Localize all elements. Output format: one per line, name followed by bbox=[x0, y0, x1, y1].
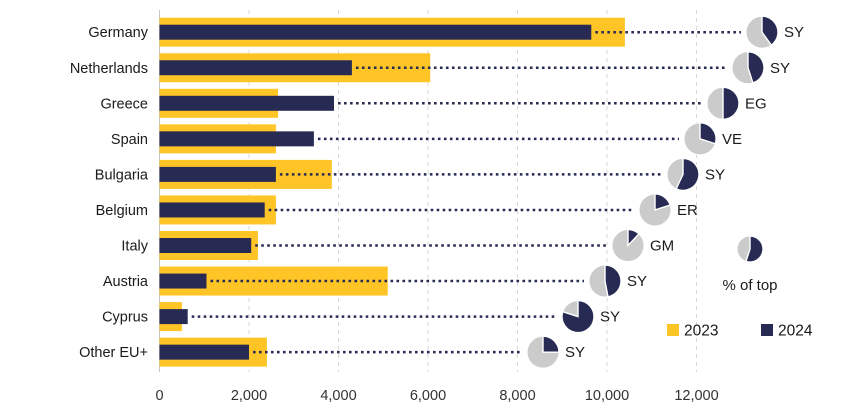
pie-wedge-netherlands bbox=[747, 51, 765, 84]
category-label-bulgaria: Bulgaria bbox=[95, 167, 149, 183]
pie-wedge-cyprus bbox=[561, 299, 595, 334]
category-label-greece: Greece bbox=[100, 96, 148, 112]
x-tick-label: 2,000 bbox=[231, 388, 267, 404]
bar-2024-germany bbox=[159, 24, 592, 40]
category-label-austria: Austria bbox=[103, 274, 149, 290]
pie-label-cyprus: SY bbox=[600, 309, 620, 326]
pie-wedge-note bbox=[745, 235, 764, 263]
category-label-other-eu-: Other EU+ bbox=[79, 345, 148, 361]
pie-label-other-eu-: SY bbox=[565, 344, 585, 361]
bar-2024-austria bbox=[159, 273, 207, 289]
pie-wedge-austria bbox=[604, 264, 622, 298]
x-tick-label: 12,000 bbox=[674, 388, 718, 404]
x-tick-label: 6,000 bbox=[410, 388, 446, 404]
pie-wedge-other-eu- bbox=[542, 335, 560, 353]
pie-label-bulgaria: SY bbox=[705, 166, 725, 183]
pie-wedge-germany bbox=[761, 15, 779, 47]
pie-label-italy: GM bbox=[650, 238, 674, 255]
bar-2024-spain bbox=[159, 131, 314, 147]
category-label-germany: Germany bbox=[88, 25, 148, 41]
legend-swatch-2024 bbox=[761, 324, 773, 336]
bar-2024-other-eu- bbox=[159, 344, 249, 360]
category-label-italy: Italy bbox=[121, 239, 148, 255]
category-label-cyprus: Cyprus bbox=[102, 310, 148, 326]
x-tick-label: 8,000 bbox=[499, 388, 535, 404]
pie-wedge-italy bbox=[627, 228, 640, 248]
pie-label-netherlands: SY bbox=[770, 60, 790, 77]
pie-wedge-greece bbox=[722, 86, 740, 121]
pie-label-greece: EG bbox=[745, 95, 767, 112]
x-tick-label: 4,000 bbox=[320, 388, 356, 404]
category-label-spain: Spain bbox=[111, 132, 148, 148]
bar-2024-bulgaria bbox=[159, 166, 276, 182]
x-tick-label: 0 bbox=[155, 388, 163, 404]
category-label-belgium: Belgium bbox=[96, 203, 148, 219]
bar-2024-italy bbox=[159, 238, 252, 253]
category-label-netherlands: Netherlands bbox=[70, 61, 148, 77]
pie-wedge-belgium bbox=[654, 193, 672, 211]
legend-swatch-2023 bbox=[667, 324, 679, 336]
bar-2024-cyprus bbox=[159, 309, 188, 325]
legend-label-2023: 2023 bbox=[684, 323, 718, 340]
legend-label-2024: 2024 bbox=[778, 323, 813, 340]
pie-note-label: % of top bbox=[722, 277, 777, 294]
pie-label-austria: SY bbox=[627, 273, 647, 290]
pie-label-spain: VE bbox=[722, 131, 742, 148]
bar-2024-netherlands bbox=[159, 60, 352, 76]
pie-label-belgium: ER bbox=[677, 202, 698, 219]
pie-label-germany: SY bbox=[784, 24, 804, 41]
x-tick-label: 10,000 bbox=[585, 388, 629, 404]
pie-wedge-bulgaria bbox=[675, 157, 700, 192]
pie-wedge-spain bbox=[699, 122, 717, 145]
bar-2024-belgium bbox=[159, 202, 265, 218]
bar-2024-greece bbox=[159, 95, 334, 111]
